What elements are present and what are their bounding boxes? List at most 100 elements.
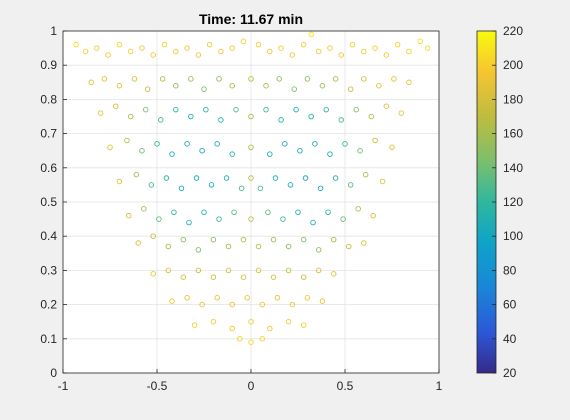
scatter-point (210, 236, 217, 243)
scatter-point (355, 206, 361, 212)
scatter-point (391, 76, 397, 82)
scatter-point (315, 247, 322, 253)
scatter-point (308, 113, 314, 120)
scatter-point (370, 212, 376, 219)
scatter-point (406, 48, 412, 55)
scatter-point (208, 182, 215, 188)
chart-title: Time: 11.67 min (199, 11, 303, 27)
scatter-point (278, 117, 284, 123)
scatter-point (300, 236, 307, 243)
scatter-point (317, 185, 324, 192)
scatter-point (214, 141, 220, 147)
scatter-point (270, 236, 277, 243)
colorbar-tick-label: 160 (503, 127, 523, 141)
scatter-point (319, 82, 326, 89)
y-tick-label: 0.8 (40, 92, 57, 106)
scatter-point (289, 301, 296, 308)
scatter-point (195, 267, 202, 274)
scatter-point (127, 113, 134, 120)
scatter-point (338, 52, 344, 58)
scatter-point (347, 86, 354, 92)
scatter-point (300, 41, 307, 48)
grid-lines (62, 30, 440, 374)
scatter-point (259, 301, 266, 308)
x-tick-label: 0 (248, 379, 255, 393)
y-tick-label: 0.6 (40, 161, 57, 175)
scatter-point (255, 243, 262, 250)
scatter-point (188, 76, 194, 82)
scatter-point (255, 267, 262, 274)
scatter-point (141, 206, 147, 212)
colorbar-tick-label: 120 (503, 195, 523, 209)
scatter-point (184, 45, 190, 51)
scatter-point (139, 147, 145, 154)
scatter-point (265, 209, 271, 216)
scatter-point (248, 76, 254, 82)
colorbar-tick-label: 220 (503, 24, 523, 38)
scatter-point (184, 141, 190, 147)
scatter-point (116, 41, 123, 48)
scatter-point (127, 48, 134, 55)
scatter-point (199, 301, 205, 308)
scatter-point (325, 209, 331, 216)
y-tick-label: 0.5 (40, 195, 57, 209)
scatter-point (248, 318, 254, 325)
scatter-point (270, 274, 277, 280)
y-tick-label: 1 (50, 24, 57, 38)
scatter-point (315, 48, 322, 55)
scatter-point (240, 274, 247, 280)
scatter-point (180, 274, 187, 280)
scatter-point (107, 144, 113, 151)
scatter-point (126, 212, 132, 219)
colorbar-tick-label: 200 (503, 58, 523, 72)
scatter-point (88, 79, 94, 86)
scatter-point (310, 219, 316, 226)
scatter-point (163, 175, 170, 181)
scatter-point (332, 76, 339, 82)
scatter-point (238, 185, 245, 192)
scatter-point (398, 110, 405, 116)
colorbar-tick-label: 80 (503, 263, 517, 277)
scatter-point (267, 325, 273, 332)
scatter-point (255, 41, 262, 48)
scatter-point (142, 106, 149, 113)
y-tick-label: 0.3 (40, 263, 57, 277)
scatter-point (225, 243, 232, 250)
colorbar-tick-label: 140 (503, 161, 523, 175)
y-tick-label: 0.7 (40, 127, 57, 141)
scatter-point (379, 178, 386, 185)
scatter-point (156, 216, 162, 222)
scatter-point (199, 147, 205, 154)
scatter-point (297, 147, 303, 154)
scatter-point (330, 236, 337, 243)
scatter-point (210, 318, 217, 325)
scatter-point (383, 103, 390, 109)
scatter-point (272, 175, 279, 181)
scatter-point (133, 171, 140, 178)
scatter-point (173, 82, 179, 89)
scatter-point (94, 45, 100, 51)
scatter-point (361, 48, 367, 55)
scatter-point (357, 147, 363, 154)
scatter-point (229, 301, 235, 308)
scatter-point (257, 185, 264, 192)
scatter-point (300, 274, 307, 280)
scatter-point (124, 137, 130, 144)
scatter-point (287, 182, 294, 188)
scatter-point (342, 141, 348, 147)
scatter-point (165, 243, 172, 250)
x-tick-label: -0.5 (147, 379, 168, 393)
scatter-point (280, 216, 286, 222)
x-tick-label: 1 (436, 379, 443, 393)
scatter-point (206, 41, 213, 48)
scatter-point (105, 52, 111, 58)
scatter-point (218, 117, 224, 123)
scatter-point (372, 45, 378, 51)
y-tick-label: 0.4 (40, 229, 57, 243)
scatter-point (148, 182, 155, 188)
scatter-point (82, 48, 89, 55)
scatter-point (216, 216, 222, 222)
scatter-point (161, 41, 168, 48)
scatter-point (394, 41, 401, 48)
scatter-point (424, 45, 431, 51)
